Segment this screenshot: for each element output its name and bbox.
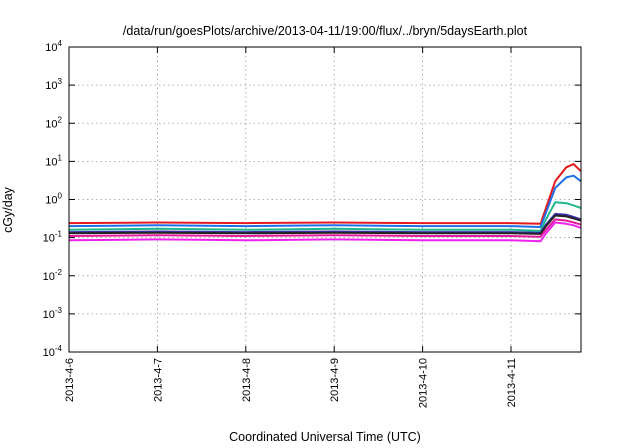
series-line-4 [68, 212, 582, 234]
y-tick-label: 101 [45, 153, 62, 168]
x-tick-label: 2013-4-9 [329, 358, 341, 402]
series-line-7 [68, 221, 582, 243]
x-tick-label: 2013-4-7 [152, 358, 164, 402]
series-line-6 [68, 218, 582, 238]
y-tick-label: 103 [45, 77, 62, 92]
y-axis-label: cGy/day [1, 186, 15, 233]
series-group [68, 163, 582, 243]
y-tick-label: 10-1 [43, 230, 63, 245]
chart-title: /data/run/goesPlots/archive/2013-04-11/1… [123, 24, 528, 38]
x-tick-label: 2013-4-6 [64, 358, 76, 402]
x-tick-label: 2013-4-10 [418, 358, 430, 408]
y-tick-label: 10-2 [43, 268, 63, 283]
y-tick-label: 102 [45, 115, 62, 130]
y-tick-label: 100 [45, 192, 62, 207]
series-line-2 [68, 174, 582, 228]
series-line-3 [68, 201, 582, 232]
series-line-1 [68, 163, 582, 225]
grid [68, 47, 581, 352]
x-tick-label: 2013-4-8 [241, 358, 253, 402]
y-tick-label: 104 [45, 39, 62, 54]
axis-ticks: 10-4 10-3 10-2 10-1 100 101 102 103 104 2013-4-6 2… [43, 39, 581, 408]
x-axis-label: Coordinated Universal Time (UTC) [229, 430, 421, 444]
x-tick-label: 2013-4-11 [506, 358, 518, 407]
y-tick-label: 10-3 [43, 306, 63, 321]
y-tick-label: 10-4 [43, 344, 63, 359]
series-line-5 [68, 214, 582, 235]
